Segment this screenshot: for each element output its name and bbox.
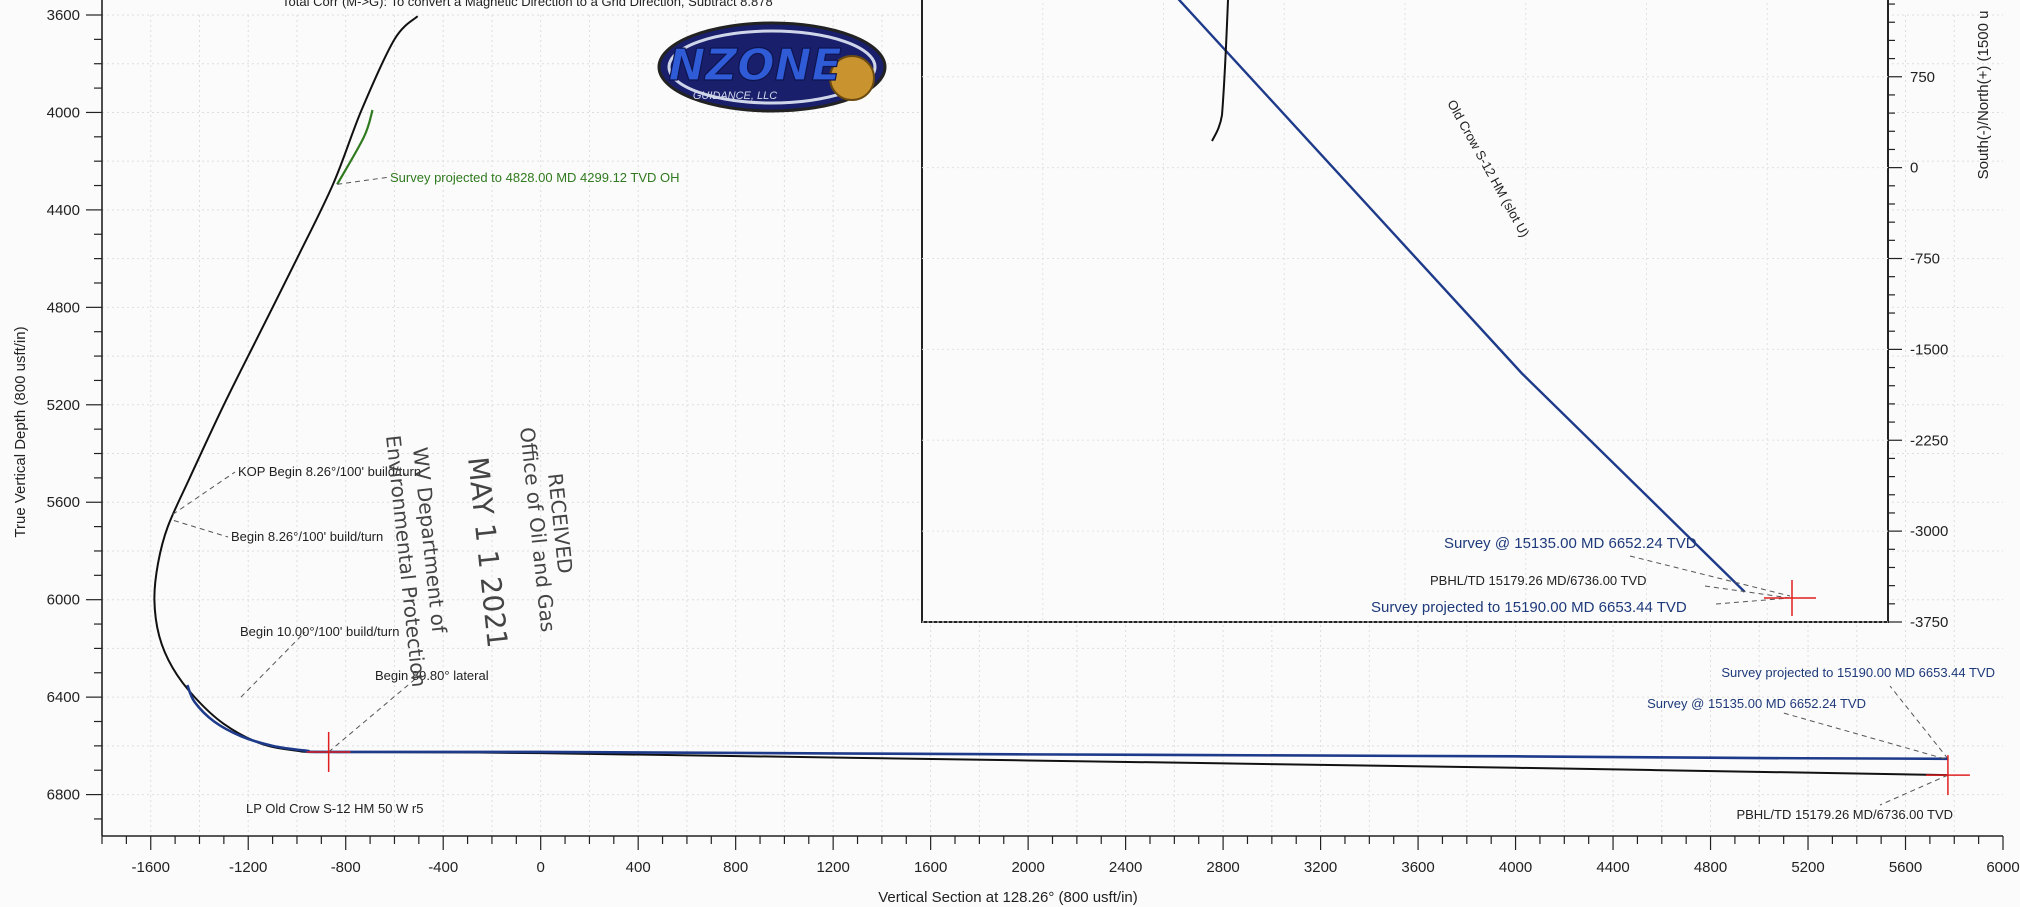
vs-xtick-label: 1600 bbox=[914, 859, 947, 876]
vs-ytick-label: 4400 bbox=[47, 202, 80, 219]
vs-xtick-label: 3600 bbox=[1401, 859, 1434, 876]
vs-xtick-label: -1600 bbox=[132, 859, 170, 876]
pv-gridlines bbox=[922, 0, 1888, 623]
vs-ann-build-turn: Begin 8.26°/100' build/turn bbox=[231, 529, 383, 544]
pv-ytick-label: 750 bbox=[1910, 69, 1935, 86]
vs-leader-line bbox=[240, 631, 306, 698]
vs-series-actual bbox=[186, 684, 1948, 761]
vs-xtick-label: 6000 bbox=[1986, 859, 2019, 876]
vs-leader-line bbox=[172, 471, 236, 515]
stamp-line-date: MAY 1 1 2021 bbox=[461, 455, 514, 649]
vs-series bbox=[153, 15, 1948, 777]
pv-series-actual bbox=[1177, 0, 1746, 593]
vs-xtick-label: 3200 bbox=[1304, 859, 1337, 876]
pv-ann-survey-projected: Survey projected to 15190.00 MD 6653.44 … bbox=[1371, 599, 1687, 616]
pv-ann-survey-at: Survey @ 15135.00 MD 6652.24 TVD bbox=[1444, 535, 1697, 552]
vs-ytick-label: 6800 bbox=[47, 787, 80, 804]
vs-xlabel: Vertical Section at 128.26° (800 usft/in… bbox=[878, 889, 1137, 906]
logo-text: NZONE bbox=[668, 40, 841, 91]
vs-xtick-label: -400 bbox=[428, 859, 458, 876]
vs-ytick-label: 6400 bbox=[47, 689, 80, 706]
vs-leader-line bbox=[1889, 685, 1949, 760]
vs-xtick-label: 5200 bbox=[1791, 859, 1824, 876]
vs-series-plan bbox=[153, 15, 1948, 777]
pv-ytick-label: -3750 bbox=[1910, 614, 1948, 631]
nzone-logo: NZONE GUIDANCE, LLC bbox=[657, 21, 887, 113]
vs-ann-survey-projected: Survey projected to 15190.00 MD 6653.44 … bbox=[1721, 665, 1995, 680]
logo-subtext: GUIDANCE, LLC bbox=[693, 90, 777, 102]
vs-target-marker bbox=[1925, 755, 1970, 796]
vs-xtick-label: 4400 bbox=[1596, 859, 1629, 876]
vs-ytick-label: 5200 bbox=[47, 397, 80, 414]
vs-markers bbox=[306, 731, 1970, 796]
vs-xtick-label: 4800 bbox=[1694, 859, 1727, 876]
vs-xtick-label: 800 bbox=[723, 859, 748, 876]
vs-axes: -1600 -1200 -800 -400 0 400 800 1200 1600 2000 240… bbox=[47, 0, 2020, 876]
pv-ann-pbhl: PBHL/TD 15179.26 MD/6736.00 TVD bbox=[1430, 573, 1647, 588]
vs-leader-line bbox=[328, 674, 421, 753]
pv-ytick-label: -2250 bbox=[1910, 432, 1948, 449]
vs-leader-line bbox=[337, 176, 391, 185]
vs-xtick-label: 4000 bbox=[1499, 859, 1532, 876]
vs-ytick-label: 3600 bbox=[47, 7, 80, 24]
pv-axes: 750 0 -750 -1500 -2250 -3000 -3750 bbox=[1888, 3, 1948, 631]
vs-xtick-label: 1200 bbox=[816, 859, 849, 876]
vs-ann-lp: LP Old Crow S-12 HM 50 W r5 bbox=[246, 801, 423, 816]
vs-ylabel: True Vertical Depth (800 usft/in) bbox=[12, 326, 29, 537]
vs-ann-pbhl: PBHL/TD 15179.26 MD/6736.00 TVD bbox=[1736, 807, 1953, 822]
vs-target-marker bbox=[306, 731, 351, 772]
vs-ytick-label: 5600 bbox=[47, 494, 80, 511]
pv-ytick-label: 0 bbox=[1910, 160, 1918, 177]
vs-ytick-label: 6000 bbox=[47, 592, 80, 609]
pv-ytick-label: -3000 bbox=[1910, 523, 1948, 540]
vs-leaders bbox=[172, 176, 1949, 806]
vs-xtick-label: 0 bbox=[537, 859, 545, 876]
pv-offset-well-trace bbox=[1211, 0, 1229, 142]
pv-ylabel: South(-)/North(+) (1500 u bbox=[1975, 11, 1992, 180]
pv-ytick-label: -1500 bbox=[1910, 341, 1948, 358]
vs-ann-kop: KOP Begin 8.26°/100' build/turn bbox=[238, 464, 421, 479]
vs-ann-projection-oh: Survey projected to 4828.00 MD 4299.12 T… bbox=[390, 170, 680, 185]
vs-leader-line bbox=[173, 520, 229, 538]
pv-series bbox=[1177, 0, 1746, 593]
vs-ytick-label: 4000 bbox=[47, 104, 80, 121]
vs-leader-line bbox=[1879, 774, 1949, 806]
vs-xtick-label: 2400 bbox=[1109, 859, 1142, 876]
vs-ann-build-10: Begin 10.00°/100' build/turn bbox=[240, 624, 399, 639]
vs-xtick-label: -1200 bbox=[229, 859, 267, 876]
vs-xtick-label: 2800 bbox=[1206, 859, 1239, 876]
pv-leaders bbox=[1629, 555, 1791, 605]
vs-leader-line bbox=[1779, 711, 1945, 760]
pv-target-marker bbox=[1764, 580, 1816, 616]
header-note: Total Corr (M->G): To convert a Magnetic… bbox=[282, 0, 773, 9]
vs-xtick-label: 5600 bbox=[1889, 859, 1922, 876]
vs-ann-lateral: Begin 89.80° lateral bbox=[375, 668, 489, 683]
vs-xtick-label: 400 bbox=[626, 859, 651, 876]
pv-ytick-label: -750 bbox=[1910, 251, 1940, 268]
vs-xtick-label: 2000 bbox=[1011, 859, 1044, 876]
vs-series-projection bbox=[336, 109, 374, 185]
vs-ytick-label: 4800 bbox=[47, 299, 80, 316]
vs-xtick-label: -800 bbox=[331, 859, 361, 876]
drill-bit-icon bbox=[829, 55, 875, 101]
vs-ann-survey-at: Survey @ 15135.00 MD 6652.24 TVD bbox=[1647, 696, 1866, 711]
